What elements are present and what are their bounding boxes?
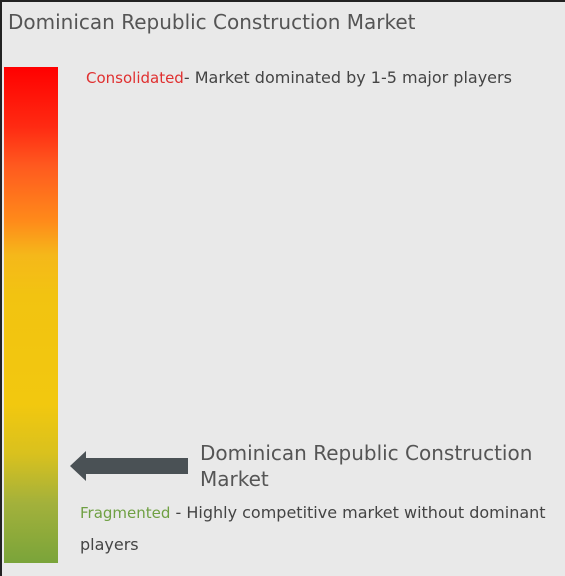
concentration-gradient-bar: [4, 67, 58, 563]
market-position-label: Dominican Republic Construction Market: [200, 441, 533, 491]
page-title: Dominican Republic Construction Market: [8, 10, 416, 34]
fragmented-text: - Highly competitive market without domi…: [80, 503, 546, 554]
fragmented-label: Fragmented: [80, 504, 171, 522]
consolidated-label: Consolidated: [86, 69, 184, 87]
arrow-left-icon: [70, 451, 188, 481]
consolidated-description: Consolidated- Market dominated by 1-5 ma…: [86, 68, 512, 87]
fragmented-description: Fragmented - Highly competitive market w…: [80, 497, 560, 561]
consolidated-text: - Market dominated by 1-5 major players: [183, 68, 512, 87]
